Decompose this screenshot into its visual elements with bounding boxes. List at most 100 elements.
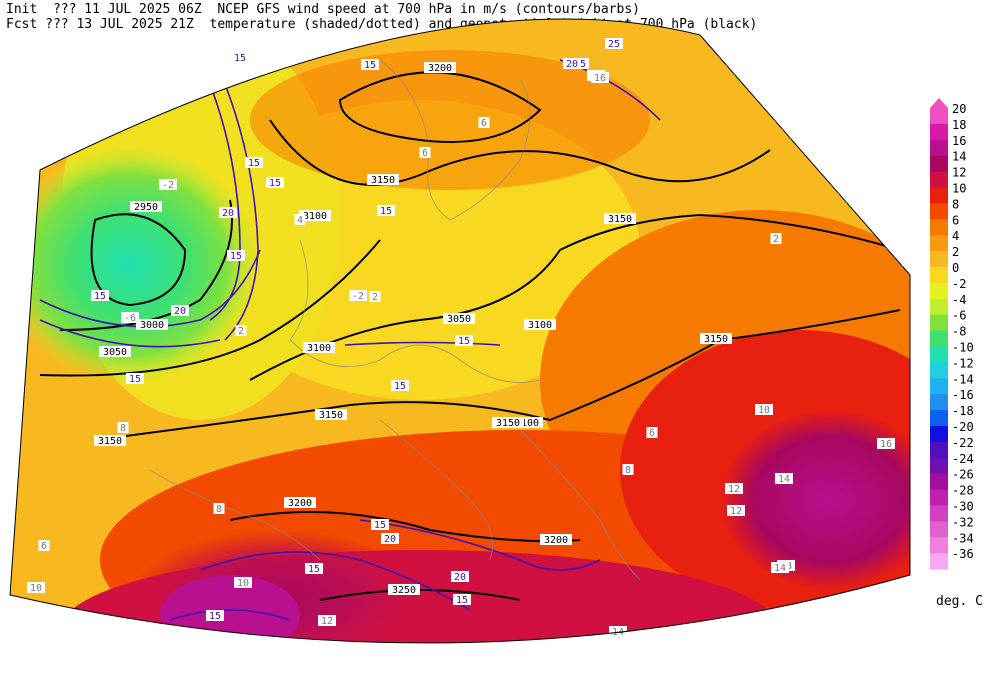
height-contour-label-bg bbox=[388, 584, 420, 595]
height-contour-label-bg bbox=[424, 62, 456, 73]
colorbar-swatch bbox=[930, 251, 948, 268]
wind-contour-label: 15 bbox=[94, 291, 106, 302]
temperature-label-bg bbox=[318, 615, 336, 626]
height-contour-label: 3100 bbox=[303, 211, 327, 222]
temperature-label: 12 bbox=[730, 506, 742, 517]
colorbar-level-label: 4 bbox=[952, 229, 959, 243]
temperature-label-bg bbox=[38, 540, 50, 551]
colorbar-level-label: -10 bbox=[952, 341, 974, 355]
wind-contour-label: 15 bbox=[248, 158, 260, 169]
temperature-label: 10 bbox=[30, 583, 42, 594]
wind-contour-label-bg bbox=[245, 157, 263, 168]
colorbar-swatch bbox=[930, 553, 948, 570]
height-contour-label-bg bbox=[443, 313, 475, 324]
temperature-label: 2 bbox=[372, 292, 378, 303]
wind-contour-label-bg bbox=[227, 250, 245, 261]
wind-contour-label-bg bbox=[391, 380, 409, 391]
height-contour-label-bg bbox=[367, 174, 399, 185]
wind-contour-label-bg bbox=[91, 290, 109, 301]
temperature-label: 14 bbox=[778, 474, 790, 485]
wind-contour-label-bg bbox=[381, 533, 399, 544]
colorbar-swatch bbox=[930, 298, 948, 316]
colorbar-level-label: -4 bbox=[952, 293, 966, 307]
colorbar-level-label: -24 bbox=[952, 452, 974, 466]
height-contour-label: 3150 bbox=[319, 410, 343, 421]
height-contour-label-bg bbox=[492, 417, 524, 428]
colorbar-swatch bbox=[930, 108, 948, 125]
wind-contour-label-bg bbox=[171, 305, 189, 316]
temperature-label-bg bbox=[770, 233, 782, 244]
temperature-label-bg bbox=[609, 626, 627, 637]
height-contour-label: 3100 bbox=[307, 343, 331, 354]
temperature-label: 2 bbox=[773, 234, 779, 245]
wind-contour-label: 15 bbox=[374, 520, 386, 531]
colorbar-level-label: 12 bbox=[952, 166, 966, 180]
colorbar-level-label: -32 bbox=[952, 515, 974, 529]
temperature-label: 10 bbox=[237, 578, 249, 589]
colorbar-level-label: -16 bbox=[952, 388, 974, 402]
colorbar-swatches: 20181614121086420-2-4-6-8-10-12-14-16-18… bbox=[930, 98, 974, 570]
height-contour-label: 3150 bbox=[98, 436, 122, 447]
product-title: NCEP GFS wind speed at 700 hPa in m/s (c… bbox=[217, 2, 640, 17]
forecast-time: Fcst ??? 13 JUL 2025 21Z bbox=[6, 17, 194, 32]
temperature-label: 6 bbox=[649, 428, 655, 439]
wind-contour-label: 15 bbox=[234, 53, 246, 64]
wind-contour-label: 25 bbox=[608, 39, 620, 50]
temperature-label-bg bbox=[771, 562, 789, 573]
height-contour-label: 3200 bbox=[544, 535, 568, 546]
wind-contour-label: 15 bbox=[209, 611, 221, 622]
temperature-label: 8 bbox=[216, 504, 222, 515]
colorbar-level-label: -12 bbox=[952, 356, 974, 370]
weather-map: 3200315031503100315031503150310031003050… bbox=[9, 18, 911, 644]
colorbar-level-label: -28 bbox=[952, 484, 974, 498]
temperature-label: -2 bbox=[162, 180, 174, 191]
height-contour-label-bg bbox=[511, 417, 543, 428]
height-contour-label-bg bbox=[136, 319, 168, 330]
temperature-label: 6 bbox=[481, 118, 487, 129]
wind-contour-label-bg bbox=[563, 58, 581, 69]
wind-contour-label: 15 bbox=[308, 564, 320, 575]
height-contour-label-bg bbox=[604, 213, 636, 224]
height-contour-label: 3000 bbox=[140, 320, 164, 331]
colorbar-level-label: -30 bbox=[952, 500, 974, 514]
height-contour-label-bg bbox=[540, 534, 572, 545]
height-contours bbox=[39, 71, 901, 601]
wind-contour-label-bg bbox=[231, 52, 249, 63]
temperature-label-bg bbox=[349, 290, 367, 301]
colorbar-swatch bbox=[930, 489, 948, 506]
temperature-label-bg bbox=[591, 72, 609, 83]
height-contour-label: 3100 bbox=[515, 418, 539, 429]
temperature-label-bg bbox=[117, 422, 129, 433]
colorbar-swatch bbox=[930, 441, 948, 459]
temperature-label-bg bbox=[419, 147, 431, 158]
colorbar-swatch bbox=[930, 282, 948, 300]
height-contour-label-bg bbox=[303, 342, 335, 353]
height-contour-label-bg bbox=[99, 346, 131, 357]
colorbar-swatch bbox=[930, 267, 948, 284]
height-contour-label: 3200 bbox=[428, 63, 452, 74]
wind-contour-label-bg bbox=[305, 563, 323, 574]
colorbar-swatch bbox=[930, 171, 948, 188]
colorbar-level-label: 20 bbox=[952, 102, 966, 116]
wind-contour-label-bg bbox=[361, 59, 379, 70]
colorbar-swatch bbox=[930, 235, 948, 252]
wind-contour-label: 15 bbox=[129, 374, 141, 385]
height-contour-label: 3150 bbox=[608, 214, 632, 225]
temperature-label-bg bbox=[27, 582, 45, 593]
height-contour-label: 3050 bbox=[447, 314, 471, 325]
wind-contour-label-bg bbox=[266, 177, 284, 188]
height-contour-label: 3250 bbox=[392, 585, 416, 596]
temperature-label-bg bbox=[294, 214, 306, 225]
height-contour-label-bg bbox=[130, 201, 162, 212]
colorbar-level-label: 16 bbox=[952, 134, 966, 148]
temperature-label: 6 bbox=[422, 148, 428, 159]
temperature-label-bg bbox=[235, 325, 247, 336]
wind-contour-label-bg bbox=[605, 38, 623, 49]
colorbar-level-label: 14 bbox=[952, 150, 966, 164]
colorbar-level-label: -36 bbox=[952, 547, 974, 561]
colorbar-level-label: -22 bbox=[952, 436, 974, 450]
temperature-label-bg bbox=[622, 464, 634, 475]
colorbar-swatch bbox=[930, 219, 948, 236]
temperature-label: 10 bbox=[758, 405, 770, 416]
temperature-label-bg bbox=[213, 503, 225, 514]
